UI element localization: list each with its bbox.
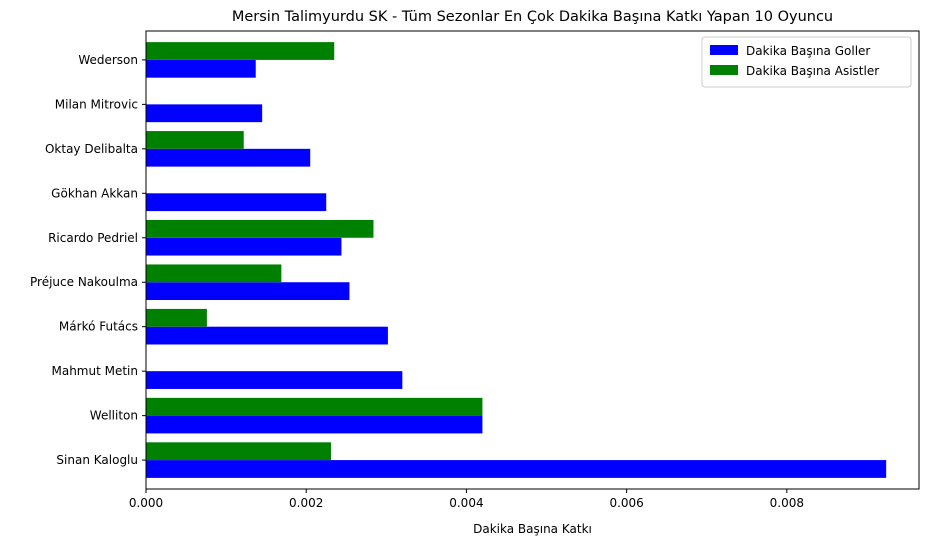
bar-goals-6 <box>146 193 327 212</box>
x-tick-label-4: 0.008 <box>770 496 804 510</box>
bar-goals-2 <box>146 371 403 389</box>
bar-assists-3 <box>146 308 207 327</box>
y-tick-label-7: Oktay Delibalta <box>45 142 138 156</box>
bar-goals-3 <box>146 326 388 345</box>
legend-swatch-0 <box>710 45 738 55</box>
x-axis-label: Dakika Başına Katkı <box>473 522 592 536</box>
y-tick-label-0: Sinan Kaloglu <box>56 453 138 467</box>
bars-group <box>146 42 887 478</box>
y-tick-label-8: Milan Mitrovic <box>55 97 138 111</box>
bar-assists-7 <box>146 131 244 149</box>
y-axis: Sinan Kaloglu Welliton Mahmut Metin Márkó F… <box>30 53 146 467</box>
x-axis: 0.000 0.002 0.004 0.006 0.008 <box>129 489 804 510</box>
y-tick-label-5: Ricardo Pedriel <box>48 231 138 245</box>
bar-goals-7 <box>146 148 311 167</box>
bar-goals-5 <box>146 237 342 256</box>
plot-frame <box>145 30 920 490</box>
legend-label-0: Dakika Başına Goller <box>746 44 870 58</box>
y-tick-label-6: Gökhan Akkan <box>51 186 138 200</box>
bar-assists-5 <box>146 219 374 238</box>
bar-assists-0 <box>146 442 332 461</box>
legend-label-1: Dakika Başına Asistler <box>746 64 879 78</box>
legend-box <box>701 36 912 88</box>
legend: Dakika Başına Goller Dakika Başına Asistl… <box>701 36 912 88</box>
chart-title: Mersin Talimyurdu SK - Tüm Sezonlar En Ç… <box>232 9 833 25</box>
x-tick-label-3: 0.006 <box>609 496 643 510</box>
y-tick-label-1: Welliton <box>90 409 138 423</box>
y-tick-label-9: Wederson <box>78 53 138 67</box>
bar-goals-4 <box>146 282 350 301</box>
bar-goals-9 <box>146 59 256 78</box>
bar-assists-9 <box>146 42 335 60</box>
bar-goals-0 <box>146 460 887 478</box>
bar-assists-4 <box>146 264 282 283</box>
x-tick-label-2: 0.004 <box>449 496 483 510</box>
y-tick-label-4: Préjuce Nakoulma <box>30 275 138 289</box>
y-tick-label-3: Márkó Futács <box>59 320 138 334</box>
x-tick-label-0: 0.000 <box>129 496 163 510</box>
x-tick-label-1: 0.002 <box>289 496 323 510</box>
y-tick-label-2: Mahmut Metin <box>51 364 138 378</box>
bar-goals-1 <box>146 415 483 434</box>
bar-goals-8 <box>146 104 263 123</box>
bar-assists-1 <box>146 397 483 416</box>
legend-swatch-1 <box>710 65 738 75</box>
